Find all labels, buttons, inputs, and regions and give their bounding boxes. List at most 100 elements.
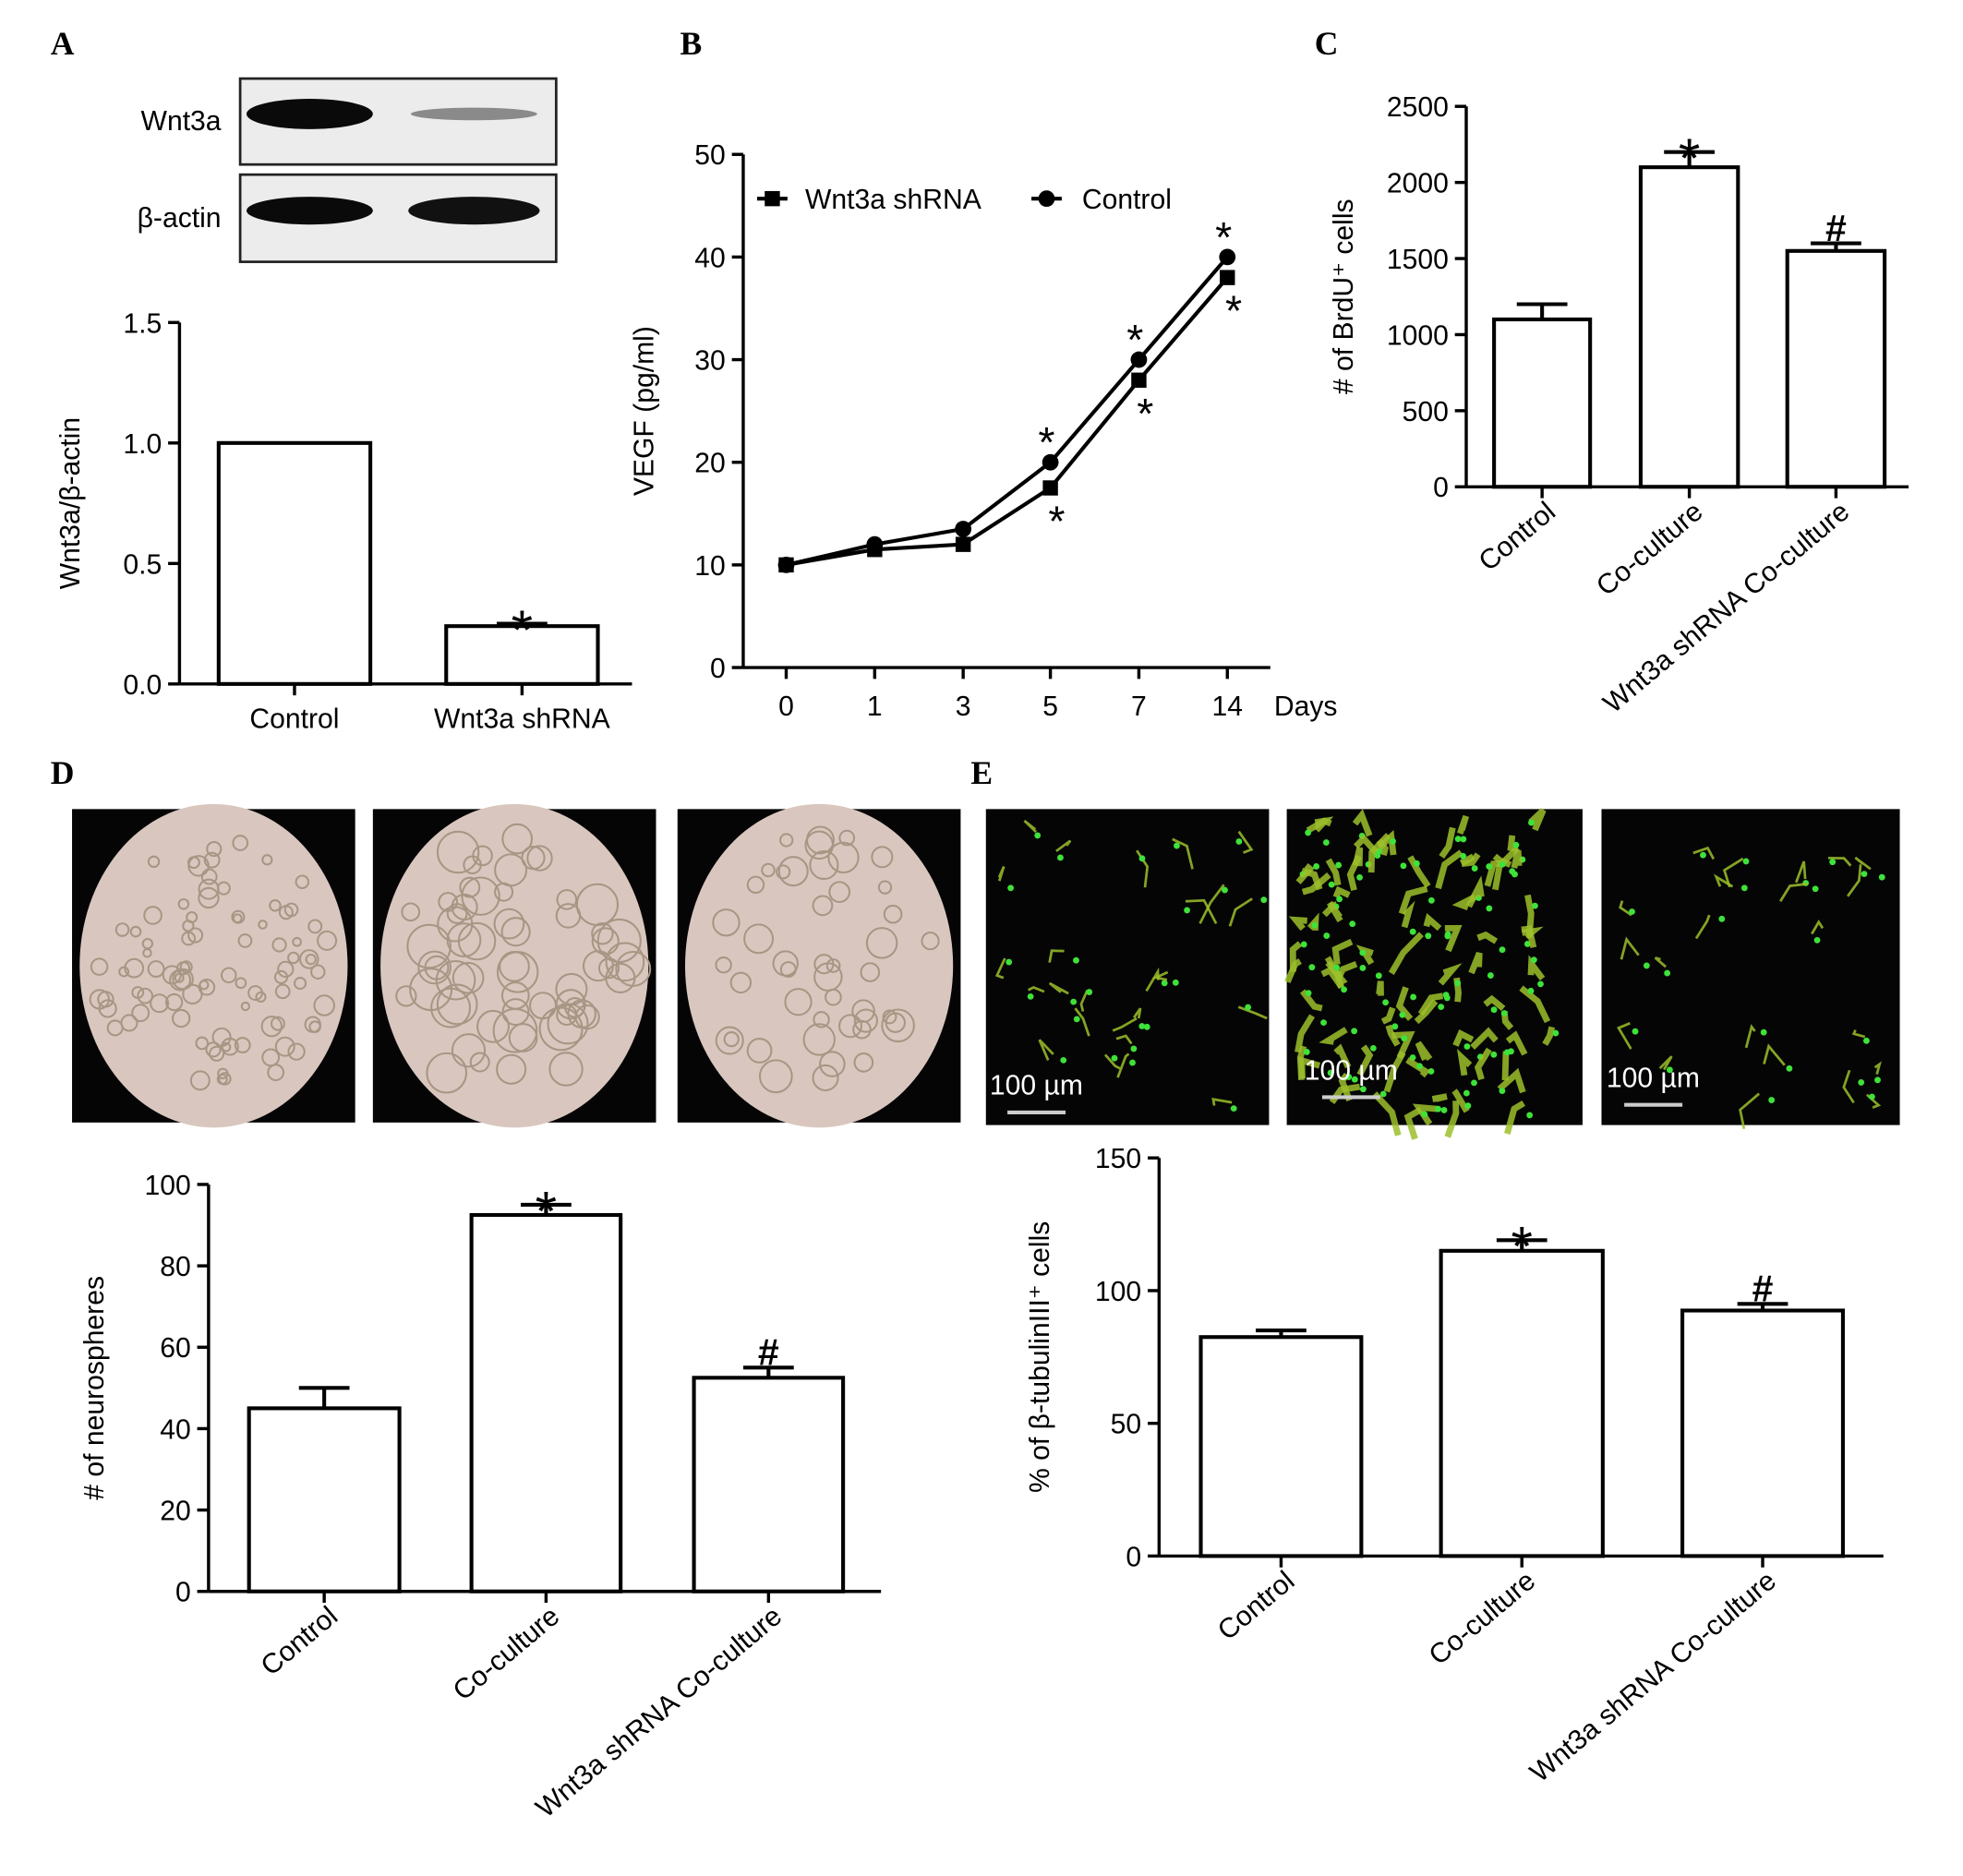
significance-marker: #	[1752, 1268, 1774, 1310]
micrograph	[1284, 808, 1583, 1140]
y-tick-label: 2000	[1387, 169, 1449, 199]
cell	[1367, 833, 1391, 873]
nucleus	[1490, 1006, 1498, 1014]
y-tick-label: 2500	[1387, 92, 1449, 123]
sphere	[129, 925, 142, 938]
cell	[1401, 900, 1415, 929]
nucleus	[1057, 854, 1064, 861]
sphere	[883, 904, 903, 924]
sphere	[852, 1019, 872, 1040]
error-bar	[497, 621, 548, 627]
sphere	[500, 917, 531, 947]
nucleus	[1322, 839, 1330, 846]
micrograph	[985, 809, 1270, 1125]
sphere	[472, 845, 493, 867]
cell	[1380, 1006, 1396, 1025]
nucleus	[1323, 932, 1331, 939]
x-tick-label: Control	[1473, 496, 1561, 577]
nucleus	[1129, 1059, 1136, 1066]
nucleus	[1463, 1043, 1471, 1050]
y-tick-label: 40	[160, 1414, 191, 1445]
cell	[1185, 898, 1218, 924]
y-tick-label: 30	[694, 346, 726, 377]
cell	[1338, 1072, 1353, 1102]
nucleus	[1356, 873, 1363, 881]
nucleus	[1454, 980, 1462, 987]
sphere	[232, 835, 249, 851]
sphere	[461, 876, 500, 916]
sphere	[813, 954, 835, 975]
nucleus	[1500, 1010, 1508, 1016]
nucleus	[1172, 979, 1179, 986]
nucleus	[1427, 1067, 1435, 1075]
nucleus	[1086, 989, 1093, 995]
sphere	[596, 918, 642, 964]
sphere	[317, 930, 338, 951]
nucleus	[1632, 1028, 1639, 1035]
cell	[1519, 985, 1551, 1024]
sphere	[469, 1052, 490, 1073]
sphere	[605, 942, 645, 982]
significance-marker: *	[1225, 287, 1242, 335]
nucleus	[1527, 987, 1535, 994]
sphere	[231, 909, 246, 924]
cell	[1444, 1100, 1460, 1138]
bar	[692, 1376, 846, 1593]
cell	[1456, 814, 1470, 835]
sphere	[271, 937, 287, 953]
cell	[1435, 849, 1463, 890]
sphere	[240, 1001, 250, 1012]
sphere	[885, 1012, 906, 1033]
nucleus	[1499, 860, 1506, 868]
nucleus	[1526, 1112, 1534, 1119]
y-axis-label: # of neurospheres	[79, 1276, 110, 1500]
x-tick-label: Control	[256, 1601, 344, 1682]
nucleus	[1303, 1049, 1310, 1055]
cell	[1172, 837, 1194, 870]
x-tick-label: 3	[956, 691, 971, 722]
nucleus	[1073, 1016, 1080, 1023]
nucleus	[1537, 980, 1544, 988]
nucleus	[1528, 819, 1535, 826]
sphere	[199, 980, 210, 991]
sphere	[98, 999, 117, 1018]
sphere	[853, 1052, 874, 1073]
nucleus	[1463, 1089, 1470, 1097]
y-tick-label: 1000	[1387, 320, 1449, 351]
y-tick-label: 40	[694, 243, 726, 273]
nucleus	[1487, 972, 1494, 979]
cell	[1385, 1024, 1401, 1047]
sphere	[729, 971, 753, 994]
point	[955, 536, 971, 552]
sphere	[307, 919, 323, 934]
y-tick-label: 20	[694, 449, 726, 479]
cell	[1237, 1005, 1268, 1020]
significance-marker: *	[1679, 126, 1700, 189]
sphere	[172, 968, 194, 991]
cell	[1198, 884, 1225, 924]
cell	[1763, 1043, 1786, 1066]
y-axis-label: % of β-tubulinIII⁺ cells	[1025, 1221, 1055, 1493]
y-tick-label: 1.5	[123, 308, 162, 339]
cell	[1521, 925, 1537, 949]
significance-marker: *	[1511, 1215, 1533, 1278]
sphere	[838, 1014, 862, 1039]
bar	[1785, 248, 1887, 489]
sphere	[162, 965, 182, 985]
sphere	[283, 902, 299, 918]
nucleus	[1359, 1086, 1367, 1093]
sphere	[277, 960, 295, 979]
sphere	[426, 1052, 468, 1094]
cell	[1851, 1029, 1866, 1039]
nucleus	[1863, 1037, 1870, 1044]
sphere	[274, 1036, 295, 1057]
nucleus	[1813, 936, 1821, 944]
cell	[1398, 885, 1428, 915]
nucleus	[1308, 964, 1316, 971]
nucleus	[1760, 1028, 1767, 1036]
sphere	[310, 964, 326, 980]
cell	[1151, 970, 1169, 981]
nucleus	[1351, 1028, 1358, 1035]
nucleus	[1230, 1105, 1237, 1112]
nucleus	[1443, 994, 1451, 1002]
